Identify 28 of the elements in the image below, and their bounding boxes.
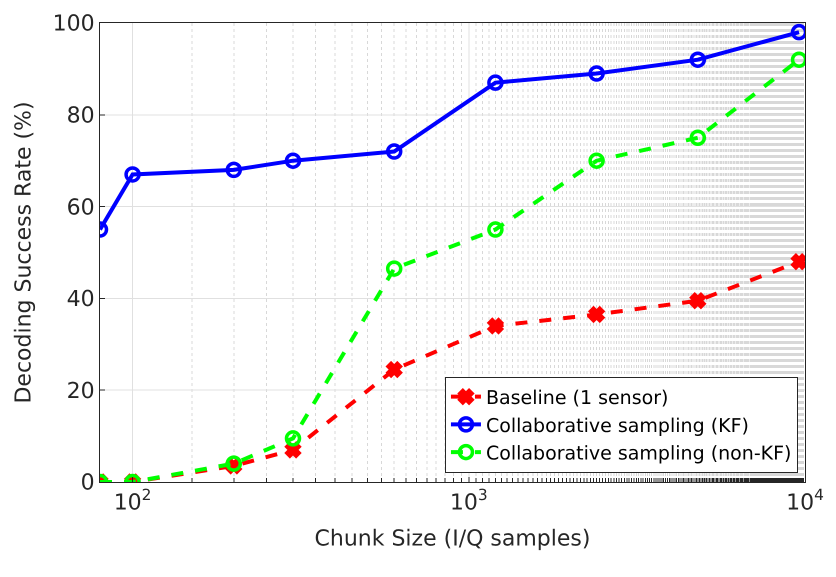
legend-label: Collaborative sampling (non-KF) [486, 442, 792, 464]
point [588, 152, 605, 169]
point [386, 260, 402, 277]
x-axis-title: Chunk Size (I/Q samples) [314, 526, 590, 552]
legend-label: Collaborative sampling (KF) [486, 414, 749, 437]
y-tick-label: 80 [66, 104, 95, 128]
point [588, 65, 605, 82]
point [588, 306, 605, 322]
y-tick-label: 0 [80, 470, 95, 496]
point [690, 130, 706, 146]
x-tick-label: 10$^{3}$ [450, 486, 488, 516]
point [690, 51, 706, 68]
legend-label: Baseline (1 sensor) [486, 387, 668, 410]
point [386, 143, 402, 160]
point [284, 430, 302, 447]
y-tick-label: 40 [66, 287, 95, 312]
point [487, 318, 504, 334]
y-axis-title: Decoding Success Rate (%) [11, 101, 36, 404]
x-tick-label: 10$^{4}$ [786, 486, 824, 516]
point [487, 74, 504, 91]
y-tick-label: 20 [66, 378, 95, 404]
y-tick-label: 60 [66, 195, 95, 220]
point [487, 221, 504, 238]
point [690, 292, 706, 309]
point [284, 152, 302, 169]
y-tick-label: 100 [52, 12, 95, 37]
point [386, 362, 402, 378]
x-tick-label: 10$^{2}$ [114, 486, 152, 516]
